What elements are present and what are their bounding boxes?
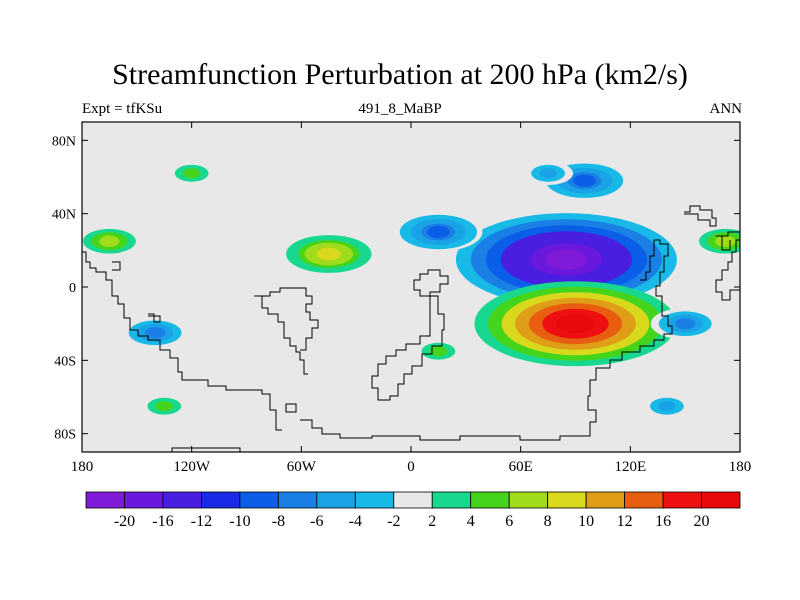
colorbar-label: 10 (578, 513, 594, 530)
colorbar-label: -10 (229, 513, 250, 530)
contour-level-3-6 (539, 168, 557, 179)
colorbar-label: 12 (617, 513, 633, 530)
colorbar-label: -8 (272, 513, 285, 530)
contour-level-8-6 (183, 168, 201, 179)
colorbar-label: -6 (310, 513, 323, 530)
colorbar-label: 16 (655, 513, 671, 530)
colorbar-box (662, 491, 702, 509)
colorbar-label: -2 (387, 513, 400, 530)
colorbar-label: 4 (467, 513, 475, 530)
colorbar-box (431, 491, 472, 509)
colorbar-label: 6 (505, 513, 513, 530)
contour-level-2-6 (573, 174, 596, 187)
colorbar-label: 8 (544, 513, 552, 530)
colorbar-label: -20 (114, 513, 135, 530)
y-tick-label: 0 (69, 281, 76, 296)
x-tick-label: 180 (71, 459, 94, 475)
colorbar-box (201, 491, 241, 509)
y-tick-label: 40S (54, 354, 76, 369)
colorbar-label: 20 (694, 513, 710, 530)
colorbar: -20 -16 -12 -10 -8 -6 -4 -2 2 4 6 8 10 12 16 20 (85, 491, 741, 530)
contour-level-11-6 (658, 401, 676, 412)
colorbar-box (239, 491, 279, 509)
contour-level-1-6 (427, 225, 450, 239)
colorbar-box (701, 491, 741, 509)
colorbar-box (393, 491, 433, 509)
chart-title: Streamfunction Perturbation at 200 hPa (… (112, 58, 688, 91)
x-tick-label: 120W (173, 459, 211, 475)
contour-level-13-6 (429, 346, 448, 357)
contour-level-5-6 (316, 247, 341, 261)
y-tick-label: 40N (52, 208, 76, 223)
contour-level-9-6 (145, 327, 166, 339)
contour-level-4-6 (555, 314, 596, 334)
colorbar-box (162, 491, 202, 509)
colorbar-box (85, 491, 125, 509)
colorbar-box (316, 491, 356, 509)
subtitle-right: ANN (709, 101, 743, 117)
contour-level-0-6 (545, 249, 588, 270)
y-tick-label: 80S (54, 428, 76, 443)
contour-level-6-6 (99, 235, 120, 247)
y-tick-label: 80N (52, 134, 76, 149)
x-tick-label: 120E (614, 459, 646, 475)
colorbar-box (547, 491, 587, 509)
colorbar-box (470, 491, 510, 509)
colorbar-box (277, 491, 318, 509)
colorbar-box (354, 491, 395, 509)
colorbar-label: -16 (152, 513, 173, 530)
x-tick-label: 60W (287, 459, 317, 475)
contour-field (82, 161, 740, 418)
subtitle-center: 491_8_MaBP (358, 101, 442, 117)
subtitle-left: Expt = tfKSu (82, 101, 163, 117)
colorbar-box (624, 491, 664, 509)
colorbar-box (124, 491, 164, 509)
coastlines (82, 205, 740, 452)
colorbar-label: 2 (428, 513, 436, 530)
colorbar-box (508, 491, 549, 509)
x-tick-label: 0 (407, 459, 415, 475)
colorbar-box (585, 491, 625, 509)
x-tick-label: 60E (509, 459, 533, 475)
colorbar-label: -12 (191, 513, 212, 530)
axes: 180 120W 60W 0 60E 120E 180 80N 40N 0 40S 80S (52, 122, 751, 475)
contour-level-10-6 (675, 318, 696, 330)
x-tick-label: 180 (729, 459, 752, 475)
contour-level-7-6 (715, 235, 736, 247)
contour-level-12-6 (155, 401, 173, 412)
colorbar-label: -4 (349, 513, 362, 530)
